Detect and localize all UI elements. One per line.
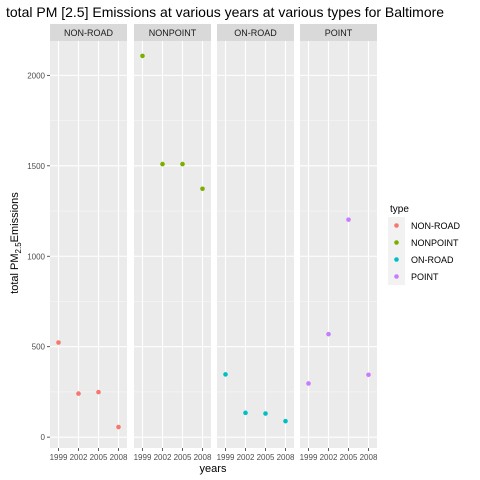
facet-strip bbox=[300, 24, 377, 41]
panel-background bbox=[300, 41, 377, 448]
y-tick-label: 2000 bbox=[27, 71, 45, 80]
legend-item: ON-ROAD bbox=[388, 251, 454, 268]
data-point bbox=[263, 411, 268, 416]
data-point bbox=[140, 53, 145, 59]
legend-key-point bbox=[394, 223, 399, 228]
facet-on-road: ON-ROAD bbox=[217, 24, 294, 448]
panel-background bbox=[134, 41, 211, 448]
y-axis-title-main: total PM bbox=[9, 253, 21, 293]
x-tick-label: 2008 bbox=[360, 453, 378, 462]
data-point bbox=[56, 340, 61, 345]
facet-panels: NON-ROAD NONPOINT ON-ROAD POINT bbox=[50, 24, 377, 448]
x-tick-label: 2005 bbox=[257, 453, 275, 462]
x-tick-label: 2002 bbox=[237, 453, 255, 462]
data-point bbox=[283, 418, 288, 424]
y-tick-label: 500 bbox=[32, 343, 46, 352]
facet-strip-label: NONPOINT bbox=[149, 28, 197, 38]
facet-strip-label: POINT bbox=[325, 28, 353, 38]
facet-strip bbox=[217, 24, 294, 41]
x-axis-title: years bbox=[200, 463, 227, 475]
x-tick-label: 1999 bbox=[300, 453, 318, 462]
x-tick-label: 1999 bbox=[134, 453, 152, 462]
legend-item: POINT bbox=[388, 268, 439, 285]
legend-item: NON-ROAD bbox=[388, 217, 460, 234]
y-axis: 0 500 1000 1500 2000 bbox=[27, 71, 50, 442]
x-tick-label: 2005 bbox=[174, 453, 192, 462]
legend-key-point bbox=[394, 240, 399, 245]
data-point bbox=[96, 389, 101, 395]
facet-strip bbox=[134, 24, 211, 41]
legend-label: ON-ROAD bbox=[411, 255, 454, 265]
legend-item: NONPOINT bbox=[388, 234, 459, 251]
y-tick-label: 1000 bbox=[27, 252, 45, 261]
data-point bbox=[326, 331, 331, 337]
data-point bbox=[306, 381, 311, 386]
x-tick-label: 1999 bbox=[50, 453, 68, 462]
x-axis: 1999 2002 2005 2008 1999 2002 2005 2008 1999 2002… bbox=[50, 448, 378, 462]
facet-strip-label: NON-ROAD bbox=[64, 28, 113, 38]
y-tick-label: 1500 bbox=[27, 162, 45, 171]
data-point bbox=[366, 372, 371, 378]
panel-background bbox=[50, 41, 127, 448]
facet-strip-label: ON-ROAD bbox=[234, 28, 277, 38]
legend-key-point bbox=[394, 257, 399, 262]
facet-point: POINT bbox=[300, 24, 377, 448]
data-point bbox=[180, 161, 185, 167]
legend-label: POINT bbox=[411, 272, 439, 282]
x-tick-label: 2008 bbox=[277, 453, 295, 462]
legend-title: type bbox=[390, 204, 409, 215]
data-point bbox=[116, 424, 121, 430]
data-point bbox=[200, 186, 205, 192]
panel-background bbox=[217, 41, 294, 448]
data-point bbox=[346, 217, 351, 222]
y-axis-title-subscript: 2.5 bbox=[14, 242, 23, 254]
chart-title: total PM [2.5] Emissions at various year… bbox=[6, 4, 444, 20]
y-tick-label: 0 bbox=[41, 433, 46, 442]
data-point bbox=[76, 391, 81, 396]
x-tick-label: 2005 bbox=[90, 453, 108, 462]
x-tick-label: 2002 bbox=[154, 453, 172, 462]
x-tick-label: 1999 bbox=[217, 453, 235, 462]
y-axis-title-end: Emissions bbox=[9, 192, 21, 243]
x-tick-label: 2005 bbox=[340, 453, 358, 462]
data-point bbox=[223, 372, 228, 377]
x-tick-label: 2002 bbox=[320, 453, 338, 462]
data-point bbox=[160, 161, 165, 167]
x-tick-label: 2002 bbox=[70, 453, 88, 462]
legend-label: NONPOINT bbox=[411, 238, 459, 248]
facet-nonpoint: NONPOINT bbox=[134, 24, 211, 448]
legend-key-point bbox=[394, 274, 399, 279]
facet-strip bbox=[50, 24, 127, 41]
facet-non-road: NON-ROAD bbox=[50, 24, 127, 448]
data-point bbox=[243, 410, 248, 416]
x-tick-label: 2008 bbox=[194, 453, 212, 462]
legend-label: NON-ROAD bbox=[411, 221, 460, 231]
y-axis-title: total PM2.5Emissions bbox=[9, 192, 23, 294]
x-tick-label: 2008 bbox=[110, 453, 128, 462]
